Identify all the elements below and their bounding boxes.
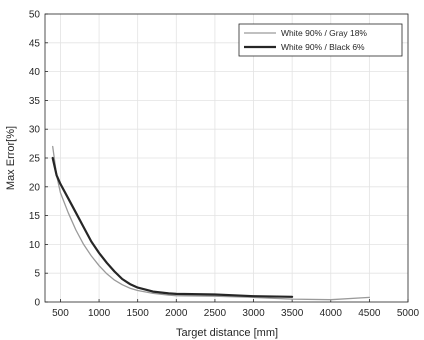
y-tick-label: 35 [29, 96, 41, 107]
legend: White 90% / Gray 18% White 90% / Black 6% [238, 23, 403, 57]
legend-label: White 90% / Black 6% [281, 42, 365, 52]
y-tick-label: 40 [29, 67, 41, 78]
series-line-2 [51, 156, 294, 298]
y-tick-label: 5 [34, 269, 40, 280]
y-tick-label: 25 [29, 154, 41, 165]
x-tick-label: 3000 [242, 308, 265, 319]
x-tick-label: 1000 [88, 308, 111, 319]
x-tick-label: 3500 [281, 308, 304, 319]
y-tick-label: 50 [29, 10, 41, 21]
x-tick-label: 500 [52, 308, 69, 319]
legend-box [238, 23, 403, 57]
x-tick-label: 2000 [165, 308, 188, 319]
x-tick-label: 5000 [397, 308, 420, 319]
series-lines [51, 145, 371, 301]
y-tick-label: 30 [29, 125, 41, 136]
x-axis-ticks: 500 1000 1500 2000 2500 3000 3500 4000 4500 5000 [52, 299, 420, 319]
y-tick-label: 45 [29, 38, 41, 49]
y-tick-label: 20 [29, 182, 41, 193]
y-axis-label: Max Error[%] [5, 126, 17, 190]
x-tick-label: 4500 [358, 308, 381, 319]
x-tick-label: 1500 [127, 308, 150, 319]
y-tick-label: 10 [29, 240, 41, 251]
x-tick-label: 2500 [204, 308, 227, 319]
y-tick-label: 15 [29, 211, 41, 222]
series-line-1 [52, 145, 371, 301]
x-axis-label: Target distance [mm] [176, 327, 278, 339]
legend-label: White 90% / Gray 18% [281, 28, 367, 38]
y-axis-ticks: 0 5 10 15 20 25 30 35 40 45 50 [29, 10, 48, 309]
y-tick-label: 0 [34, 298, 40, 309]
x-tick-label: 4000 [320, 308, 343, 319]
